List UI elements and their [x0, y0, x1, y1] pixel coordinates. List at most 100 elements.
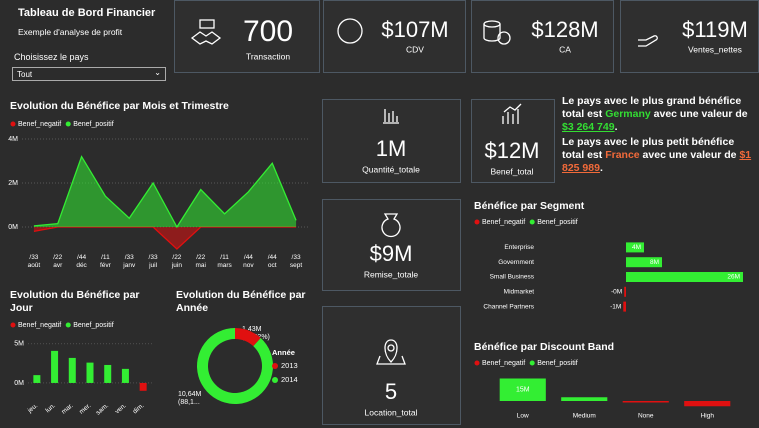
legend-marker	[272, 363, 278, 369]
y-tick-label: Government	[498, 259, 534, 266]
legend-marker	[529, 360, 535, 366]
insight: Le pays avec le plus grand bénéfice tota…	[562, 95, 758, 134]
kpi-label: Quantité_totale	[362, 164, 420, 174]
legend-marker	[65, 322, 71, 328]
insight-text: avec une valeur de	[642, 149, 737, 161]
x-tick-label: /22	[172, 254, 181, 261]
dashboard-title: Tableau de Bord Financier	[18, 7, 156, 19]
insight-text: Le pays avec le plus petit bénéfice tota…	[562, 136, 735, 161]
bar	[86, 362, 94, 383]
legend-marker	[474, 360, 480, 366]
x-tick-label: oct	[268, 262, 277, 269]
bar	[51, 350, 59, 383]
kpi-card	[322, 99, 461, 183]
x-tick-label: None	[638, 413, 654, 420]
legend-label: Benef_negatif	[482, 219, 525, 226]
y-tick-label: 4M	[8, 136, 18, 143]
bar	[104, 364, 112, 383]
x-tick-label: févr	[100, 262, 112, 269]
kpi-label: Location_total	[365, 407, 418, 417]
x-tick-label: Low	[517, 413, 529, 420]
legend-label: Benef_positif	[537, 360, 578, 367]
moneybag-icon	[381, 213, 401, 238]
insights: Le pays avec le plus grand bénéfice tota…	[562, 95, 758, 177]
bar	[623, 301, 626, 312]
data-label: -0M	[611, 289, 622, 296]
bar	[626, 242, 644, 253]
kpi-card	[471, 99, 555, 183]
bar	[624, 286, 626, 297]
y-tick-label: Midmarket	[504, 289, 535, 296]
kpi-value: 700	[243, 15, 293, 48]
x-tick-label: /11	[220, 254, 229, 261]
dropdown-arrow: ⌄	[154, 68, 161, 77]
bar	[622, 401, 669, 403]
kpi-value: $128M	[531, 17, 598, 42]
kpi-label: CDV	[406, 44, 424, 54]
x-tick-label: sam.	[95, 402, 110, 417]
location-icon	[376, 339, 406, 365]
y-tick-label: Channel Partners	[483, 303, 534, 310]
area-line	[33, 155, 297, 229]
insight-text: avec une valeur de	[653, 108, 748, 120]
data-label: 26M	[727, 274, 740, 281]
kpi-card	[323, 0, 466, 73]
x-tick-label: mai	[196, 262, 206, 269]
handshake-icon	[190, 31, 222, 45]
x-tick-label: /33	[292, 254, 301, 261]
y-tick-label: 2M	[8, 180, 18, 187]
legend-marker	[272, 377, 278, 383]
data-label: 4M	[632, 244, 641, 251]
bar	[561, 397, 608, 401]
country-select[interactable]: Tout ⌄	[12, 67, 166, 81]
coins-icon	[483, 24, 501, 42]
kpi-value: $119M	[682, 17, 748, 42]
y-tick-label: Enterprise	[504, 244, 534, 251]
data-label: 15M	[516, 387, 530, 394]
x-tick-label: /44	[244, 254, 253, 261]
legend-label: Benef_negatif	[18, 121, 61, 128]
kpi-value: $12M	[484, 138, 539, 163]
kpi-label: CA	[559, 44, 571, 54]
bar	[499, 378, 546, 401]
kpi-card	[174, 0, 320, 73]
y-tick-label: 5M	[14, 341, 24, 348]
legend-label: 2013	[281, 361, 298, 370]
chart-title: Evolution du Bénéfice par Jour	[10, 289, 140, 314]
x-tick-label: /44	[77, 254, 86, 261]
kpi-value: $107M	[381, 17, 448, 42]
insight-text: Le pays avec le plus grand bénéfice tota…	[562, 95, 742, 120]
x-tick-label: août	[28, 262, 41, 269]
refresh-icon	[337, 18, 363, 44]
x-tick-label: /44	[268, 254, 277, 261]
x-tick-label: jeu.	[26, 402, 39, 415]
x-tick-label: ven.	[114, 402, 128, 415]
legend-marker	[529, 219, 535, 225]
data-label: 8M	[650, 259, 659, 266]
coins-icon	[497, 31, 511, 45]
x-tick-label: juin	[171, 262, 183, 269]
legend-label: Benef_negatif	[482, 360, 525, 367]
filter-label: Choisissez le pays	[14, 52, 89, 62]
kpi-texts: 700 Transaction $107M CDV $128M CA $119M Ventes…	[243, 15, 748, 417]
legend-marker	[65, 121, 71, 127]
x-tick-label: /22	[196, 254, 205, 261]
x-tick-label: /33	[125, 254, 134, 261]
chart-icon	[383, 109, 399, 124]
donut-slice	[197, 328, 274, 404]
kpi-card	[620, 0, 759, 73]
donut-label: 10,64M (88,1...	[178, 391, 202, 406]
kpi-card	[471, 0, 614, 73]
legend-label: Benef_positif	[73, 121, 114, 128]
insight-country: France	[605, 149, 640, 161]
legend-title: Année	[272, 348, 295, 357]
hand-icon	[638, 35, 658, 47]
legend-label: Benef_negatif	[18, 322, 61, 329]
location-icon	[387, 344, 395, 352]
x-tick-label: sept	[290, 262, 302, 269]
y-tick-label: 0M	[8, 224, 18, 231]
chart-title: Bénéfice par Segment	[474, 200, 585, 212]
kpi-value: $9M	[370, 241, 413, 266]
